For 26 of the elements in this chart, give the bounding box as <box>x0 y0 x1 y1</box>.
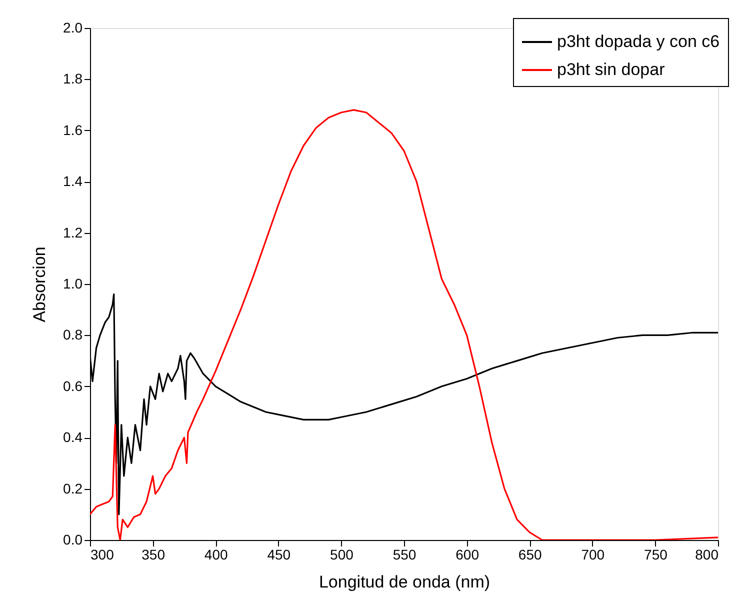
x-tick-label: 350 <box>142 546 166 562</box>
legend-label: p3ht dopada y con c6 <box>557 32 720 51</box>
x-tick-label: 550 <box>392 546 416 562</box>
x-tick-label: 400 <box>204 546 228 562</box>
x-tick-label: 700 <box>581 546 605 562</box>
legend-label: p3ht sin dopar <box>557 60 666 79</box>
y-axis-title: Absorcion <box>30 246 50 322</box>
y-tick-label: 1.0 <box>63 276 83 292</box>
x-tick-label: 800 <box>695 546 719 562</box>
y-tick-label: 0.8 <box>63 326 83 343</box>
x-tick-label: 300 <box>90 546 114 562</box>
x-tick-label: 750 <box>644 546 668 562</box>
x-tick-label: 500 <box>330 546 354 562</box>
x-axis-title: Longitud de onda (nm) <box>318 572 490 592</box>
y-tick-label: 1.4 <box>63 173 83 190</box>
y-tick-label: 2.0 <box>63 20 83 36</box>
y-tick-label: 1.8 <box>63 70 83 87</box>
y-tick-label: 1.6 <box>63 122 83 138</box>
y-tick-label: 0.4 <box>63 429 83 446</box>
y-tick-label: 0.2 <box>63 480 83 496</box>
y-tick-label: 0.6 <box>63 378 83 394</box>
y-tick-label: 1.2 <box>63 224 83 240</box>
x-tick-label: 600 <box>456 546 480 562</box>
x-tick-label: 650 <box>518 546 542 562</box>
y-tick-label: 0.0 <box>63 532 83 548</box>
x-tick-label: 450 <box>267 546 291 562</box>
